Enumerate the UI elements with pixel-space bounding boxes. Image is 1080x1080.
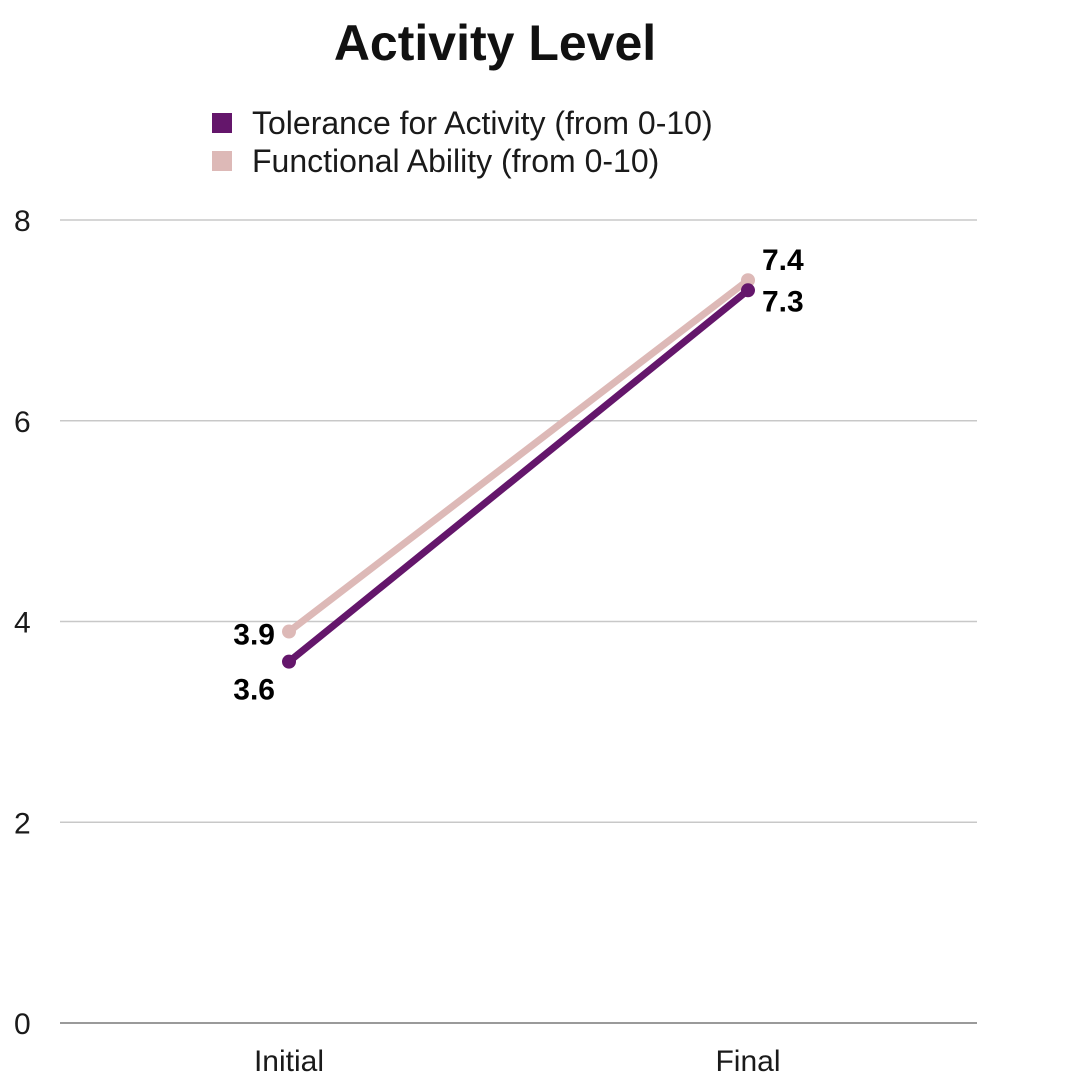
- data-label: 7.3: [762, 285, 804, 318]
- legend-label-tolerance: Tolerance for Activity (from 0-10): [252, 104, 713, 141]
- legend-label-functional: Functional Ability (from 0-10): [252, 142, 660, 179]
- legend-item-functional: Functional Ability (from 0-10): [212, 142, 713, 180]
- data-label: 3.9: [233, 619, 275, 652]
- axes: 0 2 4 6 8 Initial Final: [14, 205, 781, 1078]
- series-line-1: [285, 276, 752, 636]
- y-tick-label: 2: [14, 807, 31, 840]
- data-label: 7.4: [762, 244, 804, 277]
- legend: Tolerance for Activity (from 0-10) Funct…: [212, 104, 713, 180]
- x-tick-label: Initial: [254, 1045, 324, 1078]
- chart-title: Activity Level: [333, 15, 657, 71]
- y-tick-label: 6: [14, 406, 31, 439]
- y-tick-label: 4: [14, 607, 31, 640]
- data-point: [741, 283, 755, 298]
- data-point: [282, 654, 296, 669]
- legend-item-tolerance: Tolerance for Activity (from 0-10): [212, 104, 713, 142]
- gridlines: [60, 219, 977, 1024]
- legend-swatch-tolerance: [212, 113, 232, 133]
- data-labels: 3.6 7.3 3.9 7.4: [233, 244, 804, 706]
- series-line-0: [285, 286, 752, 666]
- legend-swatch-functional: [212, 151, 232, 171]
- y-tick-label: 8: [14, 205, 31, 238]
- y-tick-label: 0: [14, 1008, 31, 1041]
- series: [282, 273, 755, 669]
- data-point: [741, 273, 755, 288]
- data-label: 3.6: [233, 674, 275, 707]
- x-tick-label: Final: [715, 1045, 780, 1078]
- data-point: [282, 624, 296, 639]
